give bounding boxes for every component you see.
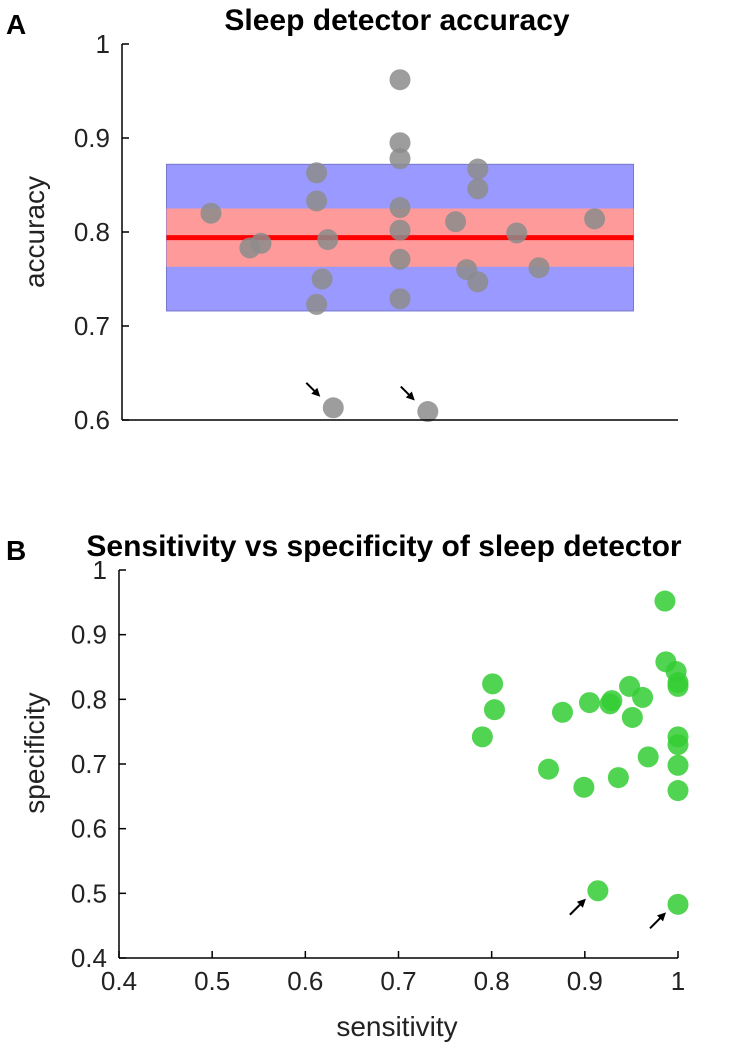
y-axis-label: specificity: [19, 692, 50, 813]
x-tick-label: 0.7: [380, 966, 416, 996]
data-point: [306, 162, 328, 184]
x-tick-label: 0.9: [567, 966, 603, 996]
data-point: [584, 208, 606, 230]
x-tick-label: 0.5: [194, 966, 230, 996]
data-point: [317, 229, 339, 251]
data-point: [482, 673, 504, 695]
y-tick-label: 0.8: [71, 684, 107, 714]
data-point: [445, 211, 467, 233]
data-point: [471, 726, 493, 748]
y-tick-label: 0.6: [71, 814, 107, 844]
data-point: [621, 706, 643, 728]
y-tick-label: 0.7: [74, 311, 110, 341]
y-axis-label: accuracy: [19, 176, 50, 288]
data-point: [578, 692, 600, 714]
y-tick-label: 0.6: [74, 405, 110, 435]
data-point: [311, 268, 333, 290]
x-tick-label: 0.6: [287, 966, 323, 996]
data-point: [537, 758, 559, 780]
y-tick-label: 0.8: [74, 217, 110, 247]
panel-a-label: A: [6, 9, 26, 40]
y-axis-ticks: 0.4 0.5 0.6 0.7 0.8 0.9 1: [71, 555, 126, 973]
outlier-arrows: [569, 898, 666, 930]
data-point: [306, 293, 328, 315]
panel-a: A Sleep detector accuracy 0.60.70.80.91 …: [6, 4, 678, 435]
y-tick-label: 0.9: [71, 620, 107, 650]
data-point: [587, 880, 609, 902]
data-point: [389, 288, 411, 310]
data-point: [637, 746, 659, 768]
y-axis-ticks: 0.6 0.7 0.8 0.9 1: [74, 29, 129, 435]
x-tick-label: 0.8: [474, 966, 510, 996]
data-point: [667, 780, 689, 802]
data-point: [417, 401, 439, 423]
data-point: [607, 767, 629, 789]
data-point: [322, 397, 344, 419]
accuracy-points: [200, 69, 606, 423]
outlier-arrows: [305, 382, 415, 401]
data-point: [306, 190, 328, 212]
data-point: [250, 232, 272, 254]
y-tick-label: 1: [96, 29, 110, 59]
x-axis-ticks: 0.4 0.5 0.6 0.7 0.8 0.9 1: [101, 951, 685, 996]
panel-a-title: Sleep detector accuracy: [224, 4, 569, 37]
data-point: [667, 675, 689, 697]
outlier-arrow: [569, 898, 586, 916]
panel-b-title: Sensitivity vs specificity of sleep dete…: [86, 530, 682, 563]
data-point: [467, 158, 489, 180]
panel-b-label: B: [6, 535, 26, 566]
sensitivity-specificity-points: [471, 590, 689, 915]
data-point: [467, 271, 489, 293]
data-point: [551, 701, 573, 723]
outlier-arrow: [305, 382, 321, 397]
x-axis-label: sensitivity: [336, 1011, 457, 1042]
data-point: [506, 222, 528, 244]
data-point: [467, 178, 489, 200]
y-tick-label: 0.7: [71, 749, 107, 779]
data-point: [601, 690, 623, 712]
outlier-arrow: [400, 385, 415, 401]
data-point: [667, 754, 689, 776]
data-point: [667, 734, 689, 756]
y-tick-label: 1: [93, 555, 107, 585]
data-point: [667, 893, 689, 915]
data-point: [389, 219, 411, 241]
y-tick-label: 0.9: [74, 123, 110, 153]
data-point: [573, 776, 595, 798]
data-point: [389, 69, 411, 91]
y-tick-label: 0.5: [71, 878, 107, 908]
data-point: [483, 699, 505, 721]
data-point: [389, 248, 411, 270]
data-point: [632, 686, 654, 708]
data-point: [389, 148, 411, 170]
data-point: [389, 132, 411, 154]
x-tick-label: 0.4: [101, 966, 137, 996]
data-point: [528, 257, 550, 279]
data-point: [654, 590, 676, 612]
data-point: [200, 202, 222, 224]
panel-b: B Sensitivity vs specificity of sleep de…: [6, 530, 689, 1042]
x-tick-label: 1: [671, 966, 685, 996]
data-point: [389, 197, 411, 219]
outlier-arrow: [649, 912, 666, 930]
y-tick-label: 0.4: [71, 943, 107, 973]
